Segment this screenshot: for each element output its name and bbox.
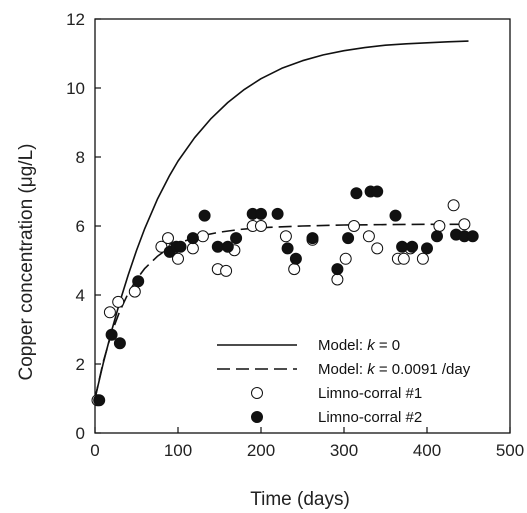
- legend-marker-swatch: [251, 387, 263, 399]
- series-limno-corral-1: [91, 199, 471, 407]
- legend-marker-swatch: [251, 411, 263, 423]
- limno-corral-2-point: [466, 230, 479, 243]
- limno-corral-1-point: [348, 220, 360, 232]
- x-axis-title: Time (days): [250, 489, 350, 510]
- limno-corral-1-point: [397, 252, 410, 265]
- limno-corral-2-point: [406, 240, 419, 253]
- limno-corral-2-point: [306, 232, 319, 245]
- limno-corral-1-point: [362, 230, 375, 243]
- limno-corral-1-point: [371, 242, 384, 255]
- limno-corral-2-point: [255, 207, 267, 220]
- y-tick-label: 8: [76, 148, 85, 167]
- limno-corral-1-point: [220, 264, 233, 277]
- limno-corral-2-point: [221, 240, 234, 253]
- x-axis-ticks: 0 100 200 300 400 500: [90, 427, 524, 460]
- limno-corral-2-point: [389, 209, 402, 222]
- limno-corral-2-point: [289, 252, 302, 265]
- y-axis-title: Copper concentration (μg/L): [16, 144, 37, 381]
- limno-corral-1-point: [255, 220, 267, 232]
- limno-corral-1-point: [186, 242, 199, 255]
- legend: Model: k = 0 Model: k = 0.0091 /day Limno-…: [217, 337, 471, 426]
- limno-corral-1-point: [447, 199, 460, 212]
- limno-corral-2-point: [105, 328, 118, 341]
- limno-corral-1-point: [331, 273, 344, 286]
- legend-label: Limno-corral #1: [318, 385, 422, 402]
- x-tick-label: 300: [330, 441, 358, 460]
- limno-corral-2-point: [281, 242, 294, 255]
- legend-label: Limno-corral #2: [318, 409, 422, 426]
- y-tick-label: 6: [76, 217, 85, 236]
- limno-corral-2-point: [230, 232, 243, 245]
- x-tick-label: 100: [164, 441, 192, 460]
- limno-corral-1-point: [279, 230, 292, 243]
- limno-corral-2-point: [396, 240, 409, 253]
- limno-corral-1-point: [458, 218, 471, 231]
- limno-corral-2-point: [342, 232, 355, 245]
- series-layer: [91, 40, 479, 407]
- limno-corral-2-point: [132, 275, 145, 288]
- x-tick-label: 400: [413, 441, 441, 460]
- limno-corral-1-point: [162, 232, 174, 245]
- y-tick-label: 12: [66, 10, 85, 29]
- x-tick-label: 200: [247, 441, 275, 460]
- limno-corral-1-point: [433, 220, 446, 232]
- y-tick-label: 4: [76, 286, 85, 305]
- limno-corral-2-point: [431, 230, 443, 243]
- limno-corral-2-point: [174, 240, 187, 253]
- limno-corral-1-point: [128, 285, 141, 298]
- y-axis-ticks: 0 2 4 6 8 10 12: [66, 10, 101, 443]
- limno-corral-2-point: [271, 207, 284, 220]
- limno-corral-2-point: [186, 232, 199, 245]
- limno-corral-2-point: [350, 187, 363, 200]
- limno-corral-1-point: [288, 263, 301, 276]
- limno-corral-2-point: [93, 394, 106, 407]
- limno-corral-1-point: [112, 295, 125, 308]
- legend-label: Model: k = 0.0091 /day: [318, 361, 471, 378]
- limno-corral-2-point: [113, 337, 126, 350]
- limno-corral-2-point: [371, 185, 384, 198]
- limno-corral-1-point: [416, 252, 429, 265]
- limno-corral-2-point: [211, 240, 224, 253]
- series-limno-corral-2: [93, 185, 479, 407]
- x-tick-label: 0: [90, 441, 99, 460]
- limno-corral-2-point: [331, 263, 344, 276]
- limno-corral-1-point: [172, 252, 184, 265]
- model-k-zero-line: [94, 40, 469, 399]
- x-tick-label: 500: [496, 441, 524, 460]
- y-tick-label: 0: [76, 424, 85, 443]
- y-tick-label: 10: [66, 79, 85, 98]
- limno-corral-2-point: [198, 209, 211, 222]
- limno-corral-1-point: [339, 252, 352, 265]
- limno-corral-2-point: [421, 242, 433, 255]
- legend-label: Model: k = 0: [318, 337, 400, 354]
- limno-corral-1-point: [196, 230, 209, 243]
- limno-corral-1-point: [103, 306, 116, 319]
- y-tick-label: 2: [76, 355, 85, 374]
